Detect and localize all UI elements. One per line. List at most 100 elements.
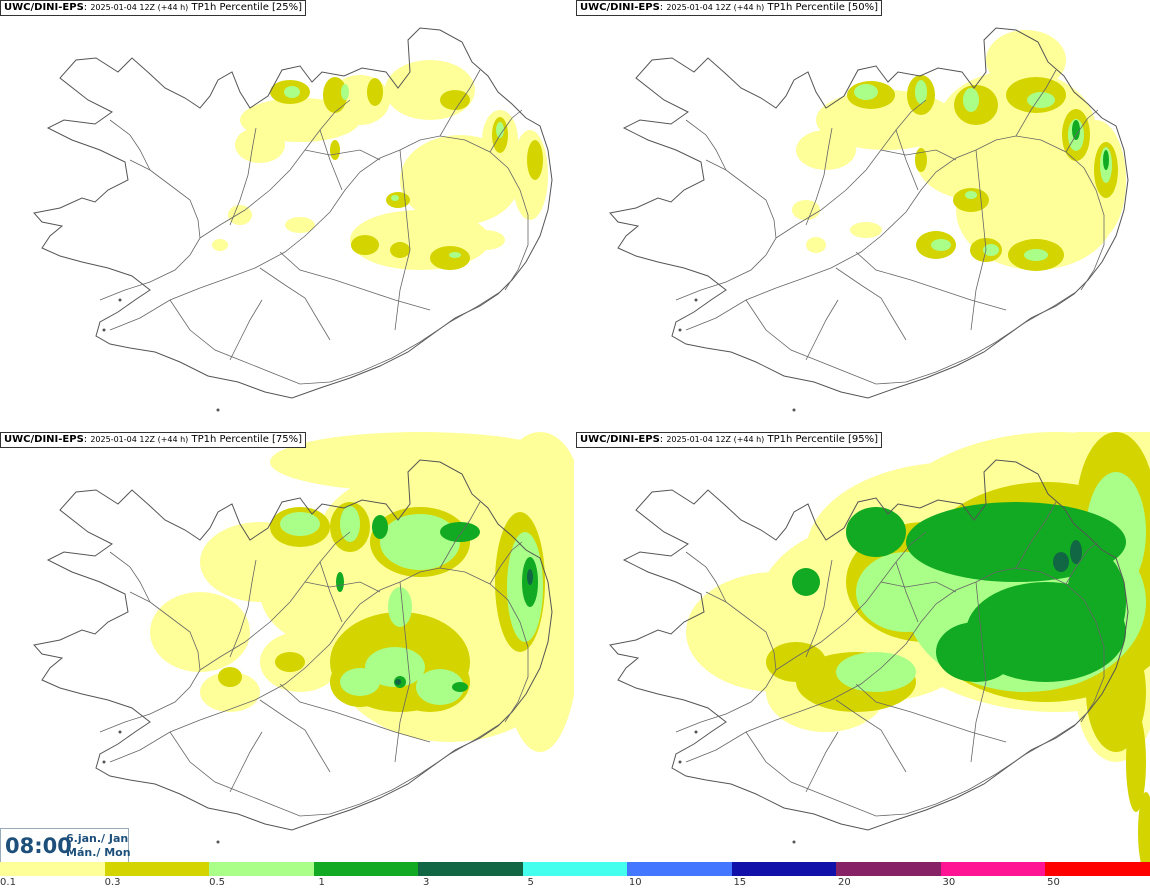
road-line bbox=[855, 683, 1007, 743]
map-panel-p75: UWC/DINI-EPS: 2025-01-04 12Z (+44 h) TP1… bbox=[0, 432, 574, 862]
road-line bbox=[745, 291, 1077, 385]
road-line bbox=[775, 99, 927, 239]
legend-swatch bbox=[836, 862, 942, 876]
road-line bbox=[109, 551, 151, 603]
road-line bbox=[109, 135, 529, 331]
precip-map-p75 bbox=[33, 432, 574, 844]
legend-swatch bbox=[0, 862, 106, 876]
color-scale-legend: 0.1 0.3 0.5 1 3 5 10 15 20 30 50 bbox=[0, 862, 1150, 891]
legend-swatch bbox=[418, 862, 524, 876]
road-line bbox=[199, 531, 351, 671]
road-line bbox=[109, 119, 151, 171]
coastline bbox=[33, 27, 553, 399]
legend-swatch bbox=[522, 862, 629, 876]
road-line bbox=[745, 723, 1077, 817]
valid-time-box: 08:00 6.jan./ Jan Mán./ Mon bbox=[0, 828, 131, 864]
legend-swatch bbox=[940, 862, 1047, 876]
road-line bbox=[1065, 541, 1099, 585]
road-line bbox=[685, 135, 1105, 331]
precip-field bbox=[792, 30, 1126, 271]
legend-swatch bbox=[627, 862, 733, 876]
road-line bbox=[835, 699, 907, 773]
legend-tick-label: 30 bbox=[942, 877, 956, 888]
map-panel-p50: UWC/DINI-EPS: 2025-01-04 12Z (+44 h) TP1… bbox=[576, 0, 1150, 430]
road-line bbox=[229, 127, 257, 226]
road-line bbox=[439, 501, 481, 569]
road-line bbox=[805, 299, 839, 361]
legend-tick-label: 15 bbox=[733, 877, 747, 888]
valid-weekday: Mán./ Mon bbox=[66, 846, 131, 859]
legend-tick-label: 20 bbox=[837, 877, 851, 888]
road-line bbox=[319, 561, 343, 623]
valid-date: 6.jan./ Jan bbox=[66, 832, 129, 845]
legend-swatch bbox=[209, 862, 315, 876]
road-line bbox=[279, 683, 431, 743]
road-line bbox=[169, 291, 501, 385]
map-panel-p25: UWC/DINI-EPS: 2025-01-04 12Z (+44 h) TP1… bbox=[0, 0, 574, 430]
panel-title: UWC/DINI-EPS: 2025-01-04 12Z (+44 h) TP1… bbox=[576, 432, 883, 448]
precip-field bbox=[150, 432, 574, 752]
road-line bbox=[279, 251, 431, 311]
road-line bbox=[805, 127, 833, 226]
road-line bbox=[835, 267, 907, 341]
legend-tick-label: 5 bbox=[527, 877, 534, 888]
legend-tick-label: 0.1 bbox=[0, 877, 16, 888]
road-line bbox=[1015, 69, 1057, 137]
road-line bbox=[880, 581, 957, 593]
precip-map-p25 bbox=[33, 27, 553, 412]
road-line bbox=[895, 129, 919, 191]
legend-tick-label: 1 bbox=[318, 877, 325, 888]
panel-title: UWC/DINI-EPS: 2025-01-04 12Z (+44 h) TP1… bbox=[576, 0, 883, 16]
road-line bbox=[394, 149, 411, 331]
legend-swatch bbox=[313, 862, 420, 876]
road-line bbox=[199, 99, 351, 239]
road-line bbox=[685, 551, 727, 603]
valid-time: 08:00 bbox=[5, 834, 72, 858]
legend-swatch bbox=[1045, 862, 1150, 876]
panel-title: UWC/DINI-EPS: 2025-01-04 12Z (+44 h) TP1… bbox=[0, 0, 307, 16]
road-line bbox=[259, 699, 331, 773]
road-line bbox=[489, 541, 523, 585]
coastline bbox=[609, 459, 1129, 831]
road-line bbox=[880, 149, 957, 161]
road-line bbox=[1015, 501, 1057, 569]
precip-field bbox=[686, 432, 1150, 862]
road-line bbox=[489, 109, 523, 153]
coastline bbox=[609, 27, 1129, 399]
road-line bbox=[229, 731, 263, 793]
legend-tick-label: 3 bbox=[422, 877, 430, 888]
road-line bbox=[304, 581, 381, 593]
road-line bbox=[855, 251, 1007, 311]
road-line bbox=[439, 69, 481, 137]
legend-tick-label: 0.3 bbox=[104, 877, 121, 888]
legend-tick-label: 10 bbox=[628, 877, 642, 888]
legend-swatch bbox=[731, 862, 838, 876]
road-line bbox=[685, 567, 1105, 763]
road-line bbox=[675, 159, 777, 301]
road-line bbox=[775, 531, 927, 671]
road-line bbox=[394, 581, 411, 763]
precip-field bbox=[212, 60, 548, 270]
precip-map-p50 bbox=[609, 27, 1129, 412]
legend-tick-label: 50 bbox=[1047, 877, 1060, 888]
road-line bbox=[99, 159, 201, 301]
panel-title: UWC/DINI-EPS: 2025-01-04 12Z (+44 h) TP1… bbox=[0, 432, 307, 448]
precip-map-p95 bbox=[609, 432, 1150, 862]
coastline bbox=[33, 459, 553, 831]
road-line bbox=[805, 559, 833, 658]
road-line bbox=[1065, 109, 1099, 153]
road-line bbox=[259, 267, 331, 341]
road-line bbox=[685, 119, 727, 171]
road-line bbox=[109, 567, 529, 763]
legend-tick-label: 0.5 bbox=[209, 877, 226, 888]
road-line bbox=[304, 149, 381, 161]
road-line bbox=[895, 561, 919, 623]
road-line bbox=[319, 129, 343, 191]
road-line bbox=[970, 149, 987, 331]
map-panel-p95: UWC/DINI-EPS: 2025-01-04 12Z (+44 h) TP1… bbox=[576, 432, 1150, 862]
road-line bbox=[229, 559, 257, 658]
legend-swatch bbox=[104, 862, 211, 876]
road-line bbox=[970, 581, 987, 763]
road-line bbox=[229, 299, 263, 361]
road-line bbox=[805, 731, 839, 793]
